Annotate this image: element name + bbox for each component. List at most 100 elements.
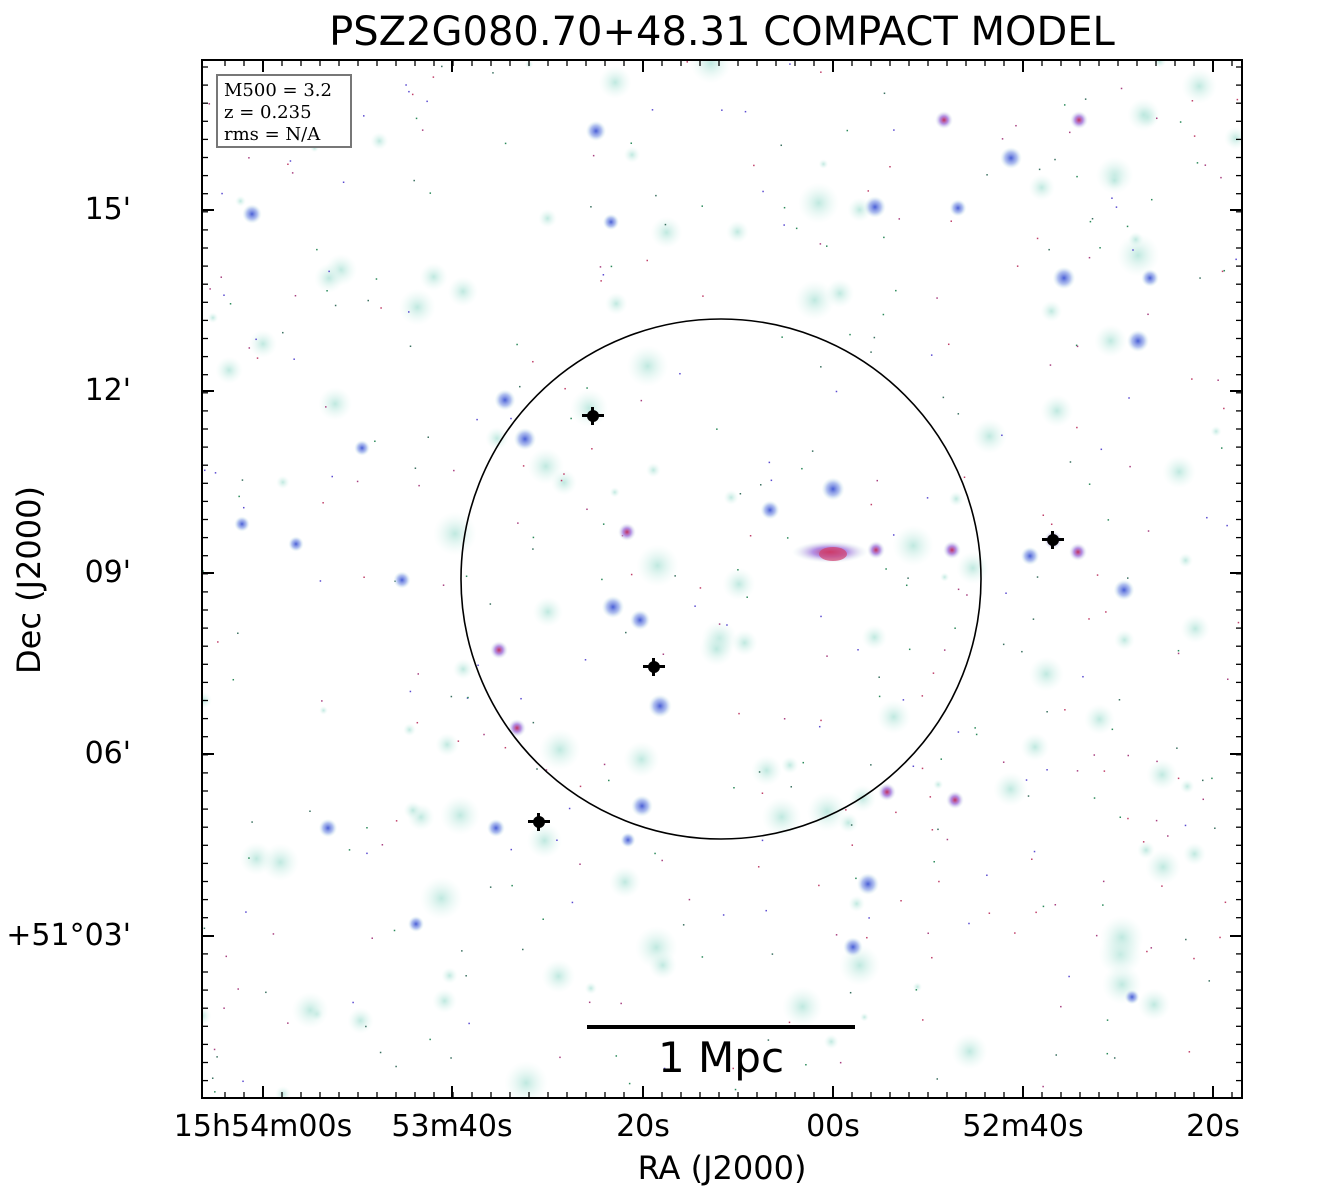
noise-speck xyxy=(1224,901,1227,904)
cluster-radius-circle xyxy=(460,318,982,840)
noise-speck xyxy=(770,479,773,482)
noise-speck xyxy=(1031,858,1033,860)
noise-speck xyxy=(216,1056,218,1058)
noise-speck xyxy=(615,1055,618,1057)
noise-speck xyxy=(1191,100,1194,102)
noise-speck xyxy=(885,568,887,570)
noise-speck xyxy=(805,1063,807,1066)
faint-source xyxy=(723,489,739,505)
noise-speck xyxy=(393,929,396,932)
noise-speck xyxy=(947,343,950,346)
noise-speck xyxy=(870,764,872,766)
noise-speck xyxy=(640,399,643,402)
noise-speck xyxy=(363,576,365,579)
saturated-source-spike xyxy=(537,813,540,831)
medium-source xyxy=(760,500,780,520)
noise-speck xyxy=(749,534,752,537)
x-tick-label: 15h54m00s xyxy=(173,1109,353,1144)
noise-speck xyxy=(1127,754,1130,757)
noise-speck xyxy=(610,265,613,268)
noise-speck xyxy=(426,100,428,103)
noise-speck xyxy=(519,385,521,388)
noise-speck xyxy=(943,649,946,651)
noise-speck xyxy=(630,573,633,576)
noise-speck xyxy=(1176,747,1178,749)
noise-speck xyxy=(214,472,217,474)
noise-speck xyxy=(851,844,854,846)
noise-speck xyxy=(818,725,821,728)
noise-speck xyxy=(441,65,443,68)
noise-speck xyxy=(893,129,895,131)
medium-source xyxy=(318,818,338,838)
noise-speck xyxy=(721,109,723,111)
noise-speck xyxy=(739,492,742,495)
noise-speck xyxy=(663,1067,666,1070)
noise-speck xyxy=(405,84,407,86)
noise-speck xyxy=(1050,523,1053,526)
noise-speck xyxy=(251,821,253,823)
noise-speck xyxy=(221,192,223,195)
noise-speck xyxy=(559,1056,561,1059)
noise-speck xyxy=(374,440,376,443)
noise-speck xyxy=(223,1007,225,1009)
noise-speck xyxy=(921,695,924,697)
noise-speck xyxy=(532,548,534,550)
noise-speck xyxy=(818,884,820,887)
noise-speck xyxy=(381,844,384,846)
faint-source xyxy=(551,469,577,496)
faint-source xyxy=(731,629,758,656)
faint-source xyxy=(848,895,865,913)
noise-speck xyxy=(1199,277,1201,279)
noise-speck xyxy=(1042,905,1045,908)
faint-source xyxy=(623,146,641,164)
faint-source xyxy=(861,624,888,650)
faint-source xyxy=(761,797,802,837)
faint-source xyxy=(202,1006,212,1025)
noise-speck xyxy=(883,236,885,239)
noise-speck xyxy=(522,465,525,467)
faint-source xyxy=(419,876,463,920)
noise-speck xyxy=(1155,117,1158,120)
bright-source xyxy=(943,541,961,559)
noise-speck xyxy=(203,927,206,930)
noise-speck xyxy=(395,820,398,822)
noise-speck xyxy=(287,163,289,166)
medium-source xyxy=(620,832,636,848)
noise-speck xyxy=(1150,947,1153,949)
noise-speck xyxy=(1193,957,1195,960)
noise-speck xyxy=(1082,675,1084,678)
bright-source xyxy=(1069,543,1087,561)
noise-speck xyxy=(411,93,414,96)
noise-speck xyxy=(722,914,725,916)
noise-speck xyxy=(820,366,822,368)
medium-source xyxy=(631,795,653,817)
noise-speck xyxy=(414,467,417,469)
x-tick-label: 20s xyxy=(1186,1109,1240,1144)
medium-source xyxy=(821,477,845,501)
noise-speck xyxy=(957,413,960,415)
noise-speck xyxy=(1093,797,1096,799)
noise-speck xyxy=(780,144,783,147)
y-axis-label: Dec (J2000) xyxy=(10,486,48,674)
faint-source xyxy=(1224,126,1242,150)
medium-source xyxy=(1113,579,1135,601)
noise-speck xyxy=(245,911,247,913)
noise-speck xyxy=(1049,364,1052,366)
medium-source xyxy=(856,872,880,896)
bright-source xyxy=(1070,111,1088,129)
noise-speck xyxy=(331,475,333,478)
noise-speck xyxy=(790,786,793,788)
noise-speck xyxy=(922,1019,924,1021)
noise-speck xyxy=(238,495,240,498)
noise-speck xyxy=(908,648,911,651)
faint-source xyxy=(539,729,581,771)
noise-speck xyxy=(963,476,966,479)
noise-speck xyxy=(571,901,574,904)
noise-speck xyxy=(326,290,328,292)
faint-source xyxy=(1100,915,1144,960)
noise-speck xyxy=(408,311,410,313)
noise-speck xyxy=(1196,162,1199,164)
noise-speck xyxy=(429,1038,431,1041)
noise-speck xyxy=(866,936,868,939)
bright-source xyxy=(946,791,964,809)
